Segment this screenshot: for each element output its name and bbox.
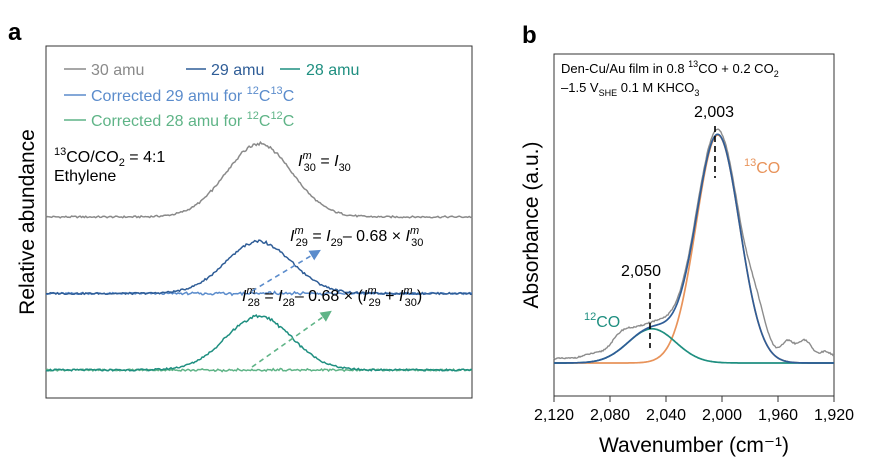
arrow-corrected28 — [251, 310, 332, 368]
trace-30-amu — [45, 140, 473, 219]
panel-b-letter: b — [522, 22, 537, 49]
panel-b-condition-line2: –1.5 VSHE 0.1 M KHCO3 — [561, 80, 699, 98]
trace-12co-fit — [554, 327, 834, 364]
x-tick-label: 2,080 — [590, 407, 630, 424]
x-tick-label: 2,040 — [646, 407, 686, 424]
equation-28: Im 28 = I28– 0.68 × (Im 29 + Im 30) — [242, 285, 422, 309]
panel-a-letter: a — [8, 19, 22, 46]
panel-b-traces — [553, 128, 835, 364]
label-13co: 13CO — [744, 157, 780, 177]
legend-label-corrected29: Corrected 29 amu for 12C13C — [91, 85, 294, 105]
panel-a-frame — [45, 45, 473, 399]
trace-29-amu — [45, 239, 473, 296]
panel-b-x-axis: 2,120 2,080 2,040 2,000 1,960 1,920 — [534, 396, 854, 424]
panel-b-xlabel: Wavenumber (cm⁻¹) — [599, 434, 789, 457]
x-tick-label: 1,920 — [814, 407, 854, 424]
panel-a-product: Ethylene — [54, 168, 116, 185]
x-tick-label: 2,120 — [534, 407, 574, 424]
x-tick-label: 2,000 — [702, 407, 742, 424]
label-12co: 12CO — [584, 311, 620, 331]
panel-b-frame — [553, 53, 835, 397]
panel-b-condition-line1: Den-Cu/Au film in 0.8 13CO + 0.2 CO2 — [561, 59, 779, 79]
x-tick-label: 1,960 — [758, 407, 798, 424]
panel-a-legend: 30 amu 29 amu 28 amu Corrected 29 amu fo… — [64, 62, 359, 130]
panel-a-ylabel: Relative abundance — [16, 129, 39, 315]
legend-label-29amu: 29 amu — [211, 62, 264, 79]
equation-30: Im 30 = I30 — [298, 150, 351, 174]
panel-b-ylabel: Absorbance (a.u.) — [520, 142, 543, 309]
legend-label-corrected28: Corrected 28 amu for 12C12C — [91, 110, 294, 130]
panel-a-ratio: 13CO/CO2 = 4:1 — [54, 146, 165, 169]
legend-label-28amu: 28 amu — [306, 62, 359, 79]
peak-label-2050: 2,050 — [621, 263, 661, 280]
legend-label-30amu: 30 amu — [91, 62, 144, 79]
trace-28-amu — [45, 314, 473, 372]
trace-total-fit — [554, 133, 834, 364]
peak-label-2003: 2,003 — [694, 104, 734, 121]
panel-a-traces — [45, 140, 473, 373]
equation-29: Im 29 = I29– 0.68 × Im 30 — [290, 225, 423, 249]
arrow-corrected29 — [251, 249, 321, 292]
